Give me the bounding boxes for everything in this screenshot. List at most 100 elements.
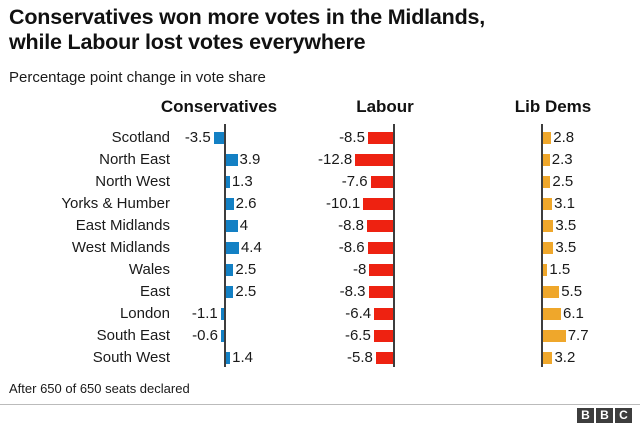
bar-conservatives — [226, 242, 239, 254]
chart-row: East Midlands 4 -8.8 3.5 — [0, 215, 640, 237]
bar-value-lib-dems: 3.1 — [554, 195, 575, 212]
bar-value-labour: -8.3 — [339, 283, 366, 300]
chart-footnote: After 650 of 650 seats declared — [9, 381, 190, 396]
bar-lib-dems — [543, 154, 550, 166]
chart-row: Scotland -3.5 -8.5 2.8 — [0, 127, 640, 149]
bar-value-lib-dems: 5.5 — [561, 283, 583, 300]
bar-lib-dems — [543, 286, 560, 298]
bar-lib-dems — [543, 308, 561, 320]
bar-labour — [373, 330, 393, 342]
bar-lib-dems — [543, 242, 554, 254]
bar-value-labour: -6.4 — [345, 305, 372, 322]
title-line-1: Conservatives won more votes in the Midl… — [9, 5, 486, 29]
bar-conservatives — [226, 352, 231, 364]
bar-lib-dems — [543, 132, 552, 144]
bar-value-conservatives: 1.3 — [231, 173, 253, 190]
bar-value-conservatives: 2.5 — [235, 283, 257, 300]
bar-value-conservatives: 3.9 — [239, 151, 261, 168]
footer-divider — [0, 404, 640, 405]
chart-row: South West 1.4 -5.8 3.2 — [0, 347, 640, 369]
chart-plot-area: Scotland -3.5 -8.5 2.8 North East 3.9 -12.8 2.3… — [0, 124, 640, 369]
zero-axis-conservatives — [224, 124, 226, 367]
chart-subtitle: Percentage point change in vote share — [9, 69, 266, 86]
bar-value-lib-dems: 3.5 — [555, 217, 577, 234]
bar-conservatives — [226, 220, 238, 232]
row-label-south-west: South West — [92, 349, 170, 366]
bar-value-conservatives: -3.5 — [184, 129, 211, 146]
bar-value-labour: -8.8 — [338, 217, 365, 234]
chart-row: Yorks & Humber 2.6 -10.1 3.1 — [0, 193, 640, 215]
bar-value-labour: -6.5 — [344, 327, 371, 344]
bar-value-conservatives: 4.4 — [240, 239, 262, 256]
zero-axis-lib-dems — [541, 124, 543, 367]
bar-value-labour: -5.8 — [347, 349, 373, 366]
bar-conservatives — [226, 176, 230, 188]
bar-labour — [370, 176, 393, 188]
bar-value-labour: -8.5 — [339, 129, 365, 146]
column-header-labour: Labour — [356, 97, 414, 116]
bar-conservatives — [213, 132, 224, 144]
row-label-yorks-humber: Yorks & Humber — [61, 195, 170, 212]
bbc-logo: B B C — [577, 408, 632, 423]
chart-row: Wales 2.5 -8 1.5 — [0, 259, 640, 281]
title-line-2: while Labour lost votes everywhere — [9, 30, 366, 54]
bbc-logo-letter-3: C — [615, 408, 632, 423]
bar-lib-dems — [543, 220, 554, 232]
bar-value-labour: -8 — [353, 261, 367, 278]
bar-value-conservatives: 2.5 — [235, 261, 257, 278]
bar-value-lib-dems: 2.3 — [551, 151, 573, 168]
column-header-conservatives: Conservatives — [160, 97, 278, 116]
bar-labour — [374, 308, 393, 320]
bar-value-labour: -10.1 — [326, 195, 361, 212]
bar-conservatives — [226, 154, 238, 166]
bar-value-labour: -12.8 — [318, 151, 353, 168]
row-label-west-midlands: West Midlands — [71, 239, 170, 256]
bar-labour — [363, 198, 393, 210]
bar-value-lib-dems: 6.1 — [562, 305, 584, 322]
bar-value-lib-dems: 7.7 — [567, 327, 589, 344]
bar-lib-dems — [543, 330, 566, 342]
bar-value-lib-dems: 2.8 — [553, 129, 575, 146]
bar-labour — [369, 264, 393, 276]
bar-conservatives — [221, 330, 224, 342]
zero-axis-labour — [393, 124, 395, 367]
bar-lib-dems — [543, 198, 553, 210]
bar-labour — [368, 286, 393, 298]
bar-conservatives — [226, 198, 234, 210]
bar-value-labour: -8.6 — [338, 239, 365, 256]
chart-row: North West 1.3 -7.6 2.5 — [0, 171, 640, 193]
bar-value-conservatives: -0.6 — [192, 327, 218, 344]
bar-lib-dems — [543, 352, 553, 364]
bbc-logo-letter-2: B — [596, 408, 613, 423]
page-title: Conservatives won more votes in the Midl… — [9, 5, 631, 55]
chart-row: London -1.1 -6.4 6.1 — [0, 303, 640, 325]
bar-lib-dems — [543, 264, 548, 276]
bbc-logo-letter-1: B — [577, 408, 594, 423]
bar-labour — [355, 154, 393, 166]
row-label-north-west: North West — [95, 173, 170, 190]
bar-labour — [367, 132, 393, 144]
bar-value-conservatives: 4 — [239, 217, 249, 234]
bar-value-lib-dems: 3.2 — [554, 349, 576, 366]
chart-row: North East 3.9 -12.8 2.3 — [0, 149, 640, 171]
row-label-south-east: South East — [96, 327, 170, 344]
chart-row: South East -0.6 -6.5 7.7 — [0, 325, 640, 347]
bar-lib-dems — [543, 176, 551, 188]
bar-conservatives — [220, 308, 224, 320]
chart-row: West Midlands 4.4 -8.6 3.5 — [0, 237, 640, 259]
bar-labour — [367, 220, 393, 232]
row-label-london: London — [119, 305, 170, 322]
column-header-lib-dems: Lib Dems — [514, 97, 592, 116]
bar-value-conservatives: 2.6 — [235, 195, 257, 212]
bar-conservatives — [226, 286, 234, 298]
bar-conservatives — [226, 264, 234, 276]
row-label-north-east: North East — [99, 151, 170, 168]
bar-labour — [367, 242, 393, 254]
row-label-scotland: Scotland — [111, 129, 170, 146]
bar-value-lib-dems: 3.5 — [555, 239, 577, 256]
bar-value-labour: -7.6 — [341, 173, 368, 190]
bar-value-conservatives: -1.1 — [191, 305, 218, 322]
row-label-wales: Wales — [128, 261, 170, 278]
row-label-east-midlands: East Midlands — [75, 217, 170, 234]
